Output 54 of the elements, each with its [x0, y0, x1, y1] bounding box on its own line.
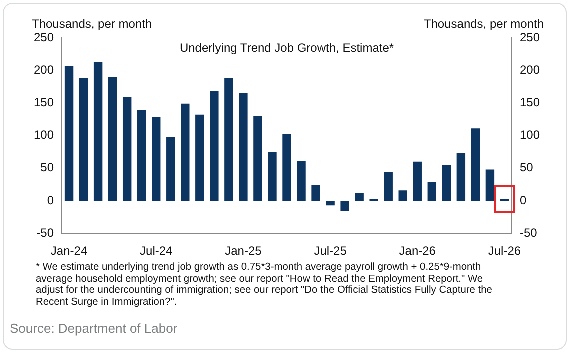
bar: [239, 93, 248, 201]
bar: [312, 185, 320, 201]
bar: [268, 152, 277, 201]
bar: [94, 62, 103, 201]
bar: [297, 161, 306, 201]
y-tick-label: -50: [36, 226, 54, 240]
bar: [166, 137, 176, 201]
bar: [413, 162, 422, 201]
x-tick-label: Jan-26: [399, 244, 436, 258]
y-tick-label: 50: [40, 160, 54, 175]
text: * We estimate underlying trend job growth as 0.75*3-month average payroll growth + 0.25*9-month average household employment growth; see our report "How to Read the Employment Report." We adjust for the undercounting of immigration; see our report "Do the Official Statistics Fully Capture the Recent Surge in Immigration?".: [36, 262, 494, 308]
bar: [428, 182, 436, 201]
y-tick-label: 200: [34, 62, 54, 77]
x-tick-label: Jan-25: [225, 244, 262, 258]
bar: [282, 134, 292, 201]
y2-tick-label: -50: [520, 226, 538, 240]
bar: [108, 77, 118, 201]
bar: [442, 165, 452, 201]
bar: [471, 128, 480, 201]
bar: [384, 172, 393, 201]
bar: [152, 118, 161, 201]
x-tick-label: Jul-25: [314, 244, 348, 258]
y-axis-title: Thousands, per month: [32, 17, 152, 31]
bar: [181, 104, 190, 201]
bar: [64, 66, 74, 201]
bar: [398, 190, 408, 201]
x-tick-label: Jul-26: [488, 244, 522, 258]
y-tick-label: 250: [34, 30, 54, 44]
y2-tick-label: 150: [520, 96, 540, 110]
y2-tick-label: 50: [520, 160, 534, 175]
bar: [326, 201, 335, 206]
bar: [355, 193, 364, 201]
x-tick-label: Jul-24: [140, 244, 174, 258]
bar: [340, 201, 350, 212]
bar: [210, 91, 219, 201]
y-tick-label: 150: [34, 96, 54, 110]
bar: [224, 78, 234, 201]
x-tick-label: Jan-24: [50, 244, 88, 258]
bar: [196, 114, 204, 201]
y2-tick-label: 100: [520, 128, 540, 142]
y2-axis-title: Thousands, per month: [424, 17, 544, 31]
chart-title: Underlying Trend Job Growth, Estimate*: [180, 41, 394, 55]
y2-tick-label: 250: [520, 30, 540, 44]
bar: [79, 78, 88, 201]
bar: [456, 153, 466, 201]
y-tick-label: 100: [34, 128, 54, 142]
source-note: Source: Department of Labor: [10, 321, 178, 336]
bar: [486, 170, 495, 201]
y2-tick-label: 0: [520, 193, 527, 208]
bar: [254, 116, 262, 201]
bar: [122, 97, 132, 201]
y2-tick-label: 200: [520, 62, 540, 77]
y-tick-label: 0: [47, 193, 54, 208]
bar: [138, 110, 146, 201]
